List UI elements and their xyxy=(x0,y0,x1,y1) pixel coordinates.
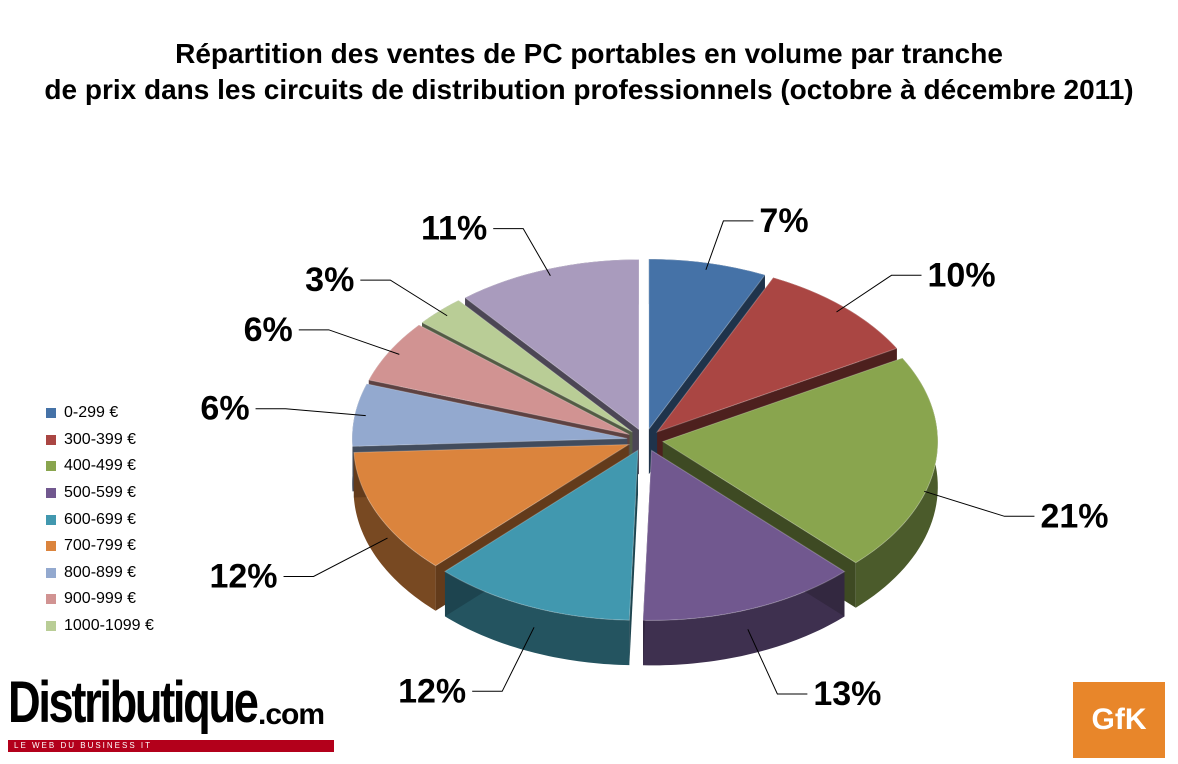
chart-title-line1: Répartition des ventes de PC portables e… xyxy=(175,38,1003,69)
pie-slice-3 xyxy=(642,449,846,621)
legend-label-3: 500-599 € xyxy=(64,484,137,502)
slice-value-label-0: 7% xyxy=(759,202,808,240)
slice-value-label-4: 12% xyxy=(398,672,466,710)
slice-value-label-6: 6% xyxy=(200,390,249,428)
legend-swatch-3 xyxy=(46,488,56,499)
legend-item-4: 600-699 € xyxy=(46,506,154,533)
slice-value-label-2: 21% xyxy=(1040,497,1108,535)
legend-item-8: 1000-1099 € xyxy=(46,613,154,640)
legend-swatch-4 xyxy=(46,514,56,525)
legend-swatch-1 xyxy=(46,434,56,445)
legend-item-6: 800-899 € xyxy=(46,560,154,587)
gfk-logo: GfK xyxy=(1073,682,1165,758)
leader-line-3 xyxy=(747,629,808,695)
pie-slice-2 xyxy=(661,357,939,564)
legend: 0-299 € 300-399 € 400-499 € 500-599 € 600-69… xyxy=(46,400,154,639)
slice-value-label-1: 10% xyxy=(928,256,996,294)
slice-value-label-5: 12% xyxy=(209,557,277,595)
legend-label-8: 1000-1099 € xyxy=(64,617,154,635)
leader-line-0 xyxy=(705,220,754,270)
legend-label-2: 400-499 € xyxy=(64,457,137,475)
leader-line-9 xyxy=(493,228,551,276)
leader-line-4 xyxy=(472,627,535,692)
logo-wordmark: Distributique xyxy=(8,670,259,735)
legend-swatch-6 xyxy=(46,567,56,578)
legend-label-6: 800-899 € xyxy=(64,563,137,581)
legend-item-3: 500-599 € xyxy=(46,480,154,507)
chart-title: Répartition des ventes de PC portables e… xyxy=(0,36,1178,108)
distributique-logo: Distributique .com LE WEB DU BUSINESS IT xyxy=(8,668,334,758)
logo-suffix: .com xyxy=(258,698,325,731)
leader-line-2 xyxy=(924,490,1035,517)
leader-line-6 xyxy=(255,408,366,417)
leader-line-7 xyxy=(298,329,400,355)
slice-value-label-7: 6% xyxy=(244,311,293,349)
legend-swatch-5 xyxy=(46,541,56,552)
leader-line-5 xyxy=(283,537,388,577)
pie-slice-5 xyxy=(353,443,631,567)
legend-item-5: 700-799 € xyxy=(46,533,154,560)
legend-label-4: 600-699 € xyxy=(64,510,137,528)
legend-item-7: 900-999 € xyxy=(46,586,154,613)
pie-slice-4 xyxy=(444,449,639,621)
leader-line-8 xyxy=(360,279,448,317)
legend-label-1: 300-399 € xyxy=(64,430,137,448)
leader-line-1 xyxy=(836,274,922,313)
legend-swatch-0 xyxy=(46,408,56,419)
legend-item-1: 300-399 € xyxy=(46,427,154,454)
legend-swatch-7 xyxy=(46,594,56,605)
legend-label-0: 0-299 € xyxy=(64,404,119,422)
legend-swatch-2 xyxy=(46,461,56,472)
legend-label-7: 900-999 € xyxy=(64,590,137,608)
logo-tagline: LE WEB DU BUSINESS IT xyxy=(8,740,334,752)
slice-value-label-3: 13% xyxy=(813,675,881,713)
slice-value-label-9: 11% xyxy=(421,210,487,248)
legend-label-5: 700-799 € xyxy=(64,537,137,555)
legend-item-2: 400-499 € xyxy=(46,453,154,480)
legend-item-0: 0-299 € xyxy=(46,400,154,427)
legend-swatch-8 xyxy=(46,621,56,632)
slice-value-label-8: 3% xyxy=(305,261,354,299)
gfk-logo-text: GfK xyxy=(1091,703,1147,736)
chart-title-line2: de prix dans les circuits de distributio… xyxy=(44,74,1134,105)
